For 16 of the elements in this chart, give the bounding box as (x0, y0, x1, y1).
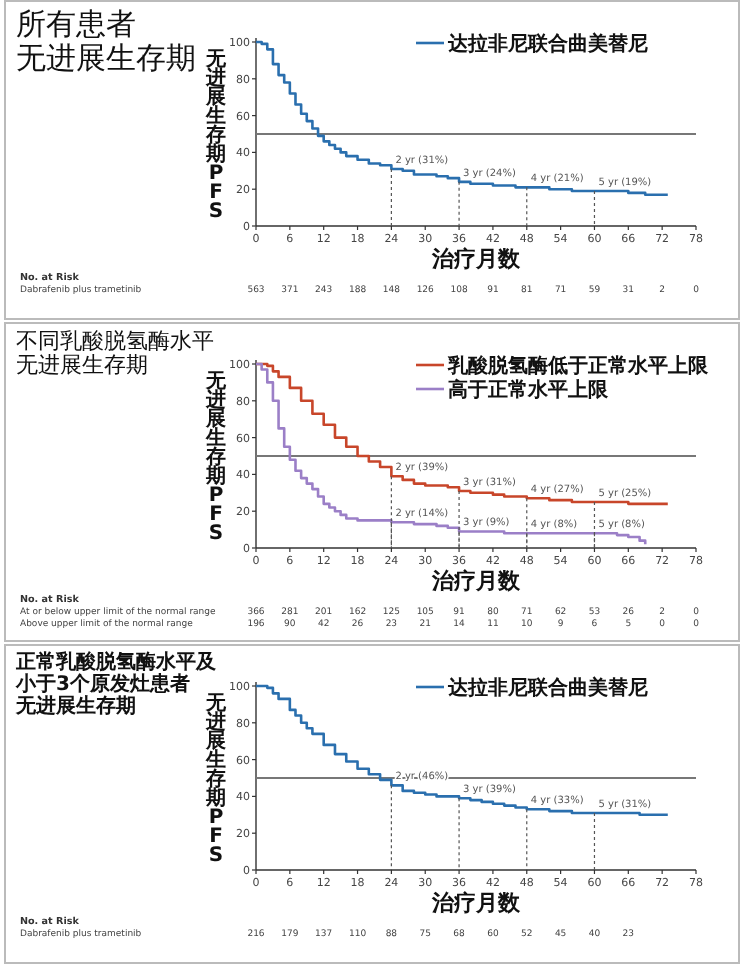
legend-label: 达拉非尼联合曲美替尼 (446, 32, 648, 56)
chart-title: 不同乳酸脱氢酶水平 (16, 328, 214, 354)
x-axis-title: 治疗月数 (430, 246, 522, 272)
x-axis-title: 治疗月数 (430, 890, 522, 916)
text: 无进展生存期PFS (206, 49, 226, 223)
chart-title: 所有患者 (16, 6, 138, 42)
legend-label: 高于正常水平上限 (448, 378, 610, 402)
text: 无进展生存期 (16, 696, 136, 718)
chart-subtitle: 无进展生存期 (16, 352, 148, 379)
legend-label: 达拉非尼联合曲美替尼 (446, 676, 648, 700)
chart-subtitle: 无进展生存期 (16, 39, 196, 75)
legend-label: 乳酸脱氢酶低于正常水平上限 (446, 354, 710, 378)
x-axis-title: 治疗月数 (430, 568, 522, 594)
text: 无进展生存期PFS (206, 371, 226, 545)
chart-title: 正常乳酸脱氢酶水平及小于3个原发灶患者 (16, 652, 216, 696)
text: 无进展生存期PFS (206, 693, 226, 867)
